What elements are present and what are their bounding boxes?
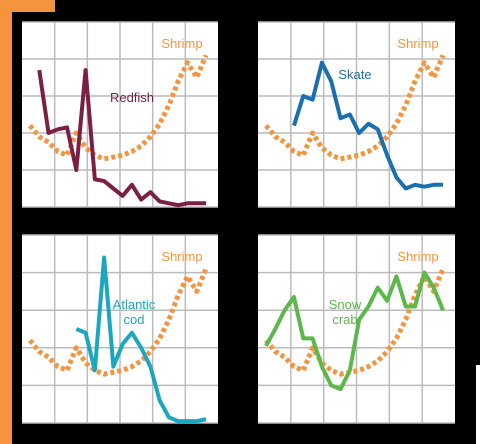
series-label: Skate [338,67,372,82]
species-line [75,255,207,424]
series-label: Shrimp [397,249,439,264]
series-label: Shrimp [161,249,203,264]
series-label: Atlantic cod [112,297,156,327]
species-line [292,60,443,191]
shrimp-line [28,267,209,377]
series-label: Shrimp [397,36,439,51]
species-line [37,68,206,208]
corner [476,365,480,444]
species-line [264,270,445,392]
shrimp-line [264,267,446,377]
side-strip [0,0,12,444]
series-label: Redfish [109,90,155,105]
series-label: Snow crab [328,297,362,327]
series-label: Shrimp [161,36,203,51]
top-strip [0,0,55,12]
shrimp-line [264,54,446,162]
